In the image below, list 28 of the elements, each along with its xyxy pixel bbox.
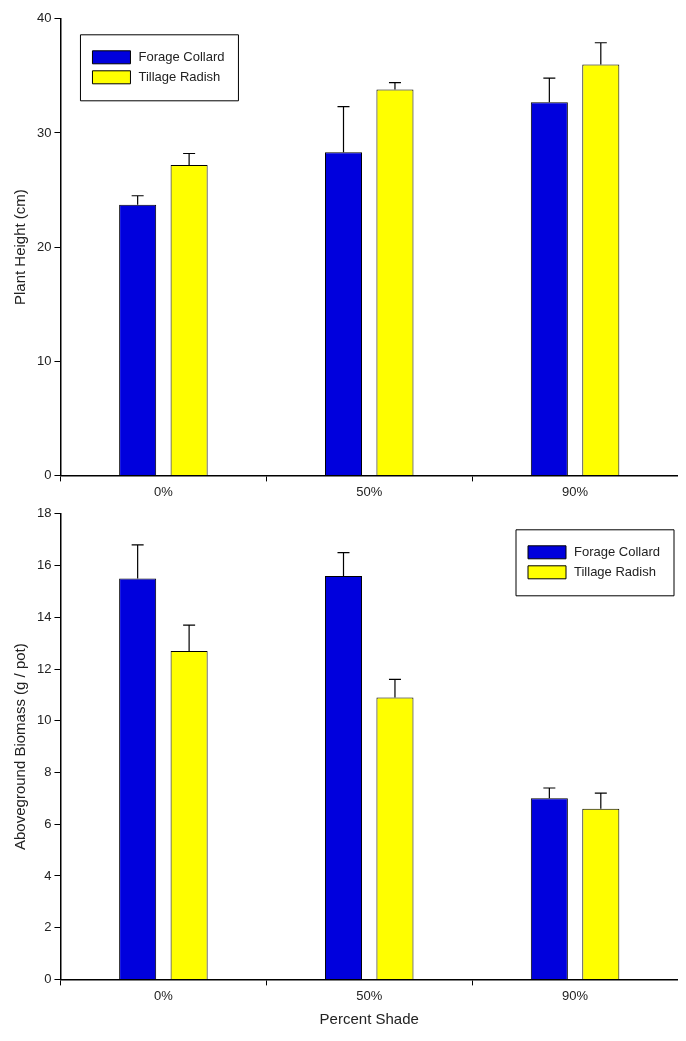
y-tick-label: 20 bbox=[36, 238, 52, 254]
y-tick-label: 10 bbox=[36, 352, 52, 368]
x-tick-label: 90% bbox=[562, 483, 589, 499]
y-tick-label: 30 bbox=[36, 124, 52, 140]
x-tick-label: 90% bbox=[562, 987, 589, 1003]
x-tick-label: 0% bbox=[153, 987, 174, 1003]
y-tick-label: 2 bbox=[44, 919, 52, 935]
y-axis-title: Aboveground Biomass (g / pot) bbox=[11, 643, 29, 850]
x-tick-label: 50% bbox=[356, 987, 383, 1003]
y-tick-label: 14 bbox=[36, 608, 52, 624]
y-tick-label: 4 bbox=[44, 867, 52, 883]
x-axis-title: Percent Shade bbox=[319, 1010, 419, 1028]
y-tick-label: 12 bbox=[36, 660, 52, 676]
x-tick-label: 50% bbox=[356, 483, 383, 499]
y-tick-label: 0 bbox=[44, 970, 52, 986]
y-tick-label: 10 bbox=[36, 712, 52, 728]
y-tick-label: 0 bbox=[44, 466, 52, 482]
y-tick-label: 40 bbox=[36, 10, 52, 26]
legend-label: Forage Collard bbox=[574, 544, 661, 560]
y-tick-label: 16 bbox=[36, 557, 52, 573]
legend-label: Tillage Radish bbox=[574, 564, 656, 580]
legend-label: Forage Collard bbox=[138, 49, 225, 65]
legend-label: Tillage Radish bbox=[138, 69, 221, 85]
x-tick-label: 0% bbox=[153, 483, 174, 499]
y-tick-label: 8 bbox=[44, 764, 52, 780]
y-axis-title: Plant Height (cm) bbox=[11, 189, 29, 306]
y-tick-label: 6 bbox=[44, 815, 52, 831]
y-tick-label: 18 bbox=[36, 505, 52, 521]
